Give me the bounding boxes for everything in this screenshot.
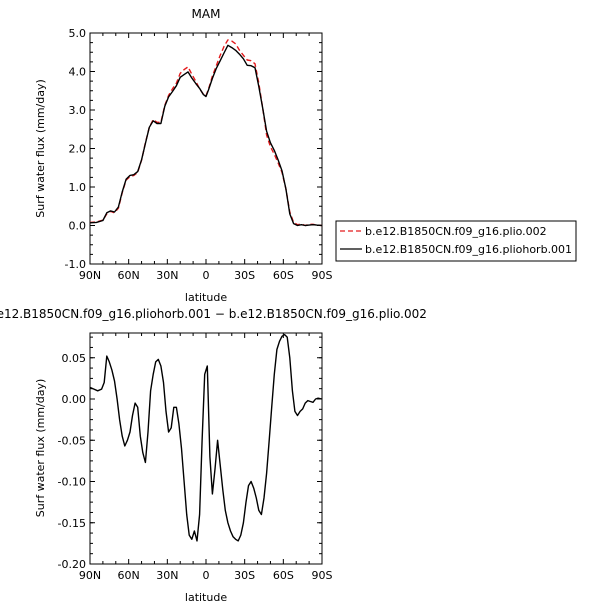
bottom-x-tick-label: 30S — [234, 569, 255, 582]
top-y-tick-label: 5.0 — [69, 27, 87, 40]
bottom-chart-title: b.e12.B1850CN.f09_g16.pliohorb.001 − b.e… — [0, 307, 427, 321]
top-chart-ylabel: Surf water flux (mm/day) — [34, 79, 47, 218]
top-x-tick-label: 60N — [118, 269, 140, 282]
top-x-tick-label: 30N — [156, 269, 178, 282]
bottom-chart-xlabel: latitude — [185, 591, 227, 604]
bottom-y-tick-label: -0.15 — [58, 517, 86, 530]
top-y-tick-label: 3.0 — [69, 104, 87, 117]
top-x-tick-label: 30S — [234, 269, 255, 282]
bottom-y-tick-label: -0.20 — [58, 558, 86, 571]
bottom-chart-ylabel: Surf water flux (mm/day) — [34, 379, 47, 518]
bottom-y-tick-label: 0.05 — [62, 352, 87, 365]
bottom-x-tick-label: 60N — [118, 569, 140, 582]
bottom-series-line-0 — [89, 333, 323, 542]
bottom-x-tick-label: 60S — [273, 569, 294, 582]
legend-label-plio: b.e12.B1850CN.f09_g16.plio.002 — [365, 225, 547, 238]
top-chart-xlabel: latitude — [185, 291, 227, 304]
bottom-chart-plot-frame — [89, 332, 323, 565]
bottom-x-tick-label: 90N — [79, 569, 101, 582]
top-y-tick-label: 2.0 — [69, 143, 87, 156]
top-x-tick-label: 90N — [79, 269, 101, 282]
legend-box — [335, 220, 577, 262]
bottom-x-tick-label: 30N — [156, 569, 178, 582]
bottom-y-tick-label: 0.00 — [62, 393, 87, 406]
top-x-tick-label: 0 — [203, 269, 210, 282]
legend: b.e12.B1850CN.f09_g16.plio.002 b.e12.B18… — [335, 220, 577, 262]
bottom-y-tick-label: -0.10 — [58, 476, 86, 489]
bottom-x-tick-label: 90S — [312, 569, 333, 582]
bottom-x-tick-label: 0 — [203, 569, 210, 582]
legend-label-pliohorb: b.e12.B1850CN.f09_g16.pliohorb.001 — [365, 243, 572, 256]
top-chart-plot-frame — [89, 32, 323, 265]
top-x-tick-label: 90S — [312, 269, 333, 282]
top-y-tick-label: 0.0 — [69, 220, 87, 233]
top-y-tick-label: -1.0 — [65, 258, 86, 271]
top-y-tick-label: 4.0 — [69, 66, 87, 79]
bottom-y-tick-label: -0.05 — [58, 434, 86, 447]
top-chart-title: MAM — [192, 7, 221, 21]
top-x-tick-label: 60S — [273, 269, 294, 282]
top-y-tick-label: 1.0 — [69, 181, 87, 194]
top-series-line-1 — [89, 44, 323, 227]
